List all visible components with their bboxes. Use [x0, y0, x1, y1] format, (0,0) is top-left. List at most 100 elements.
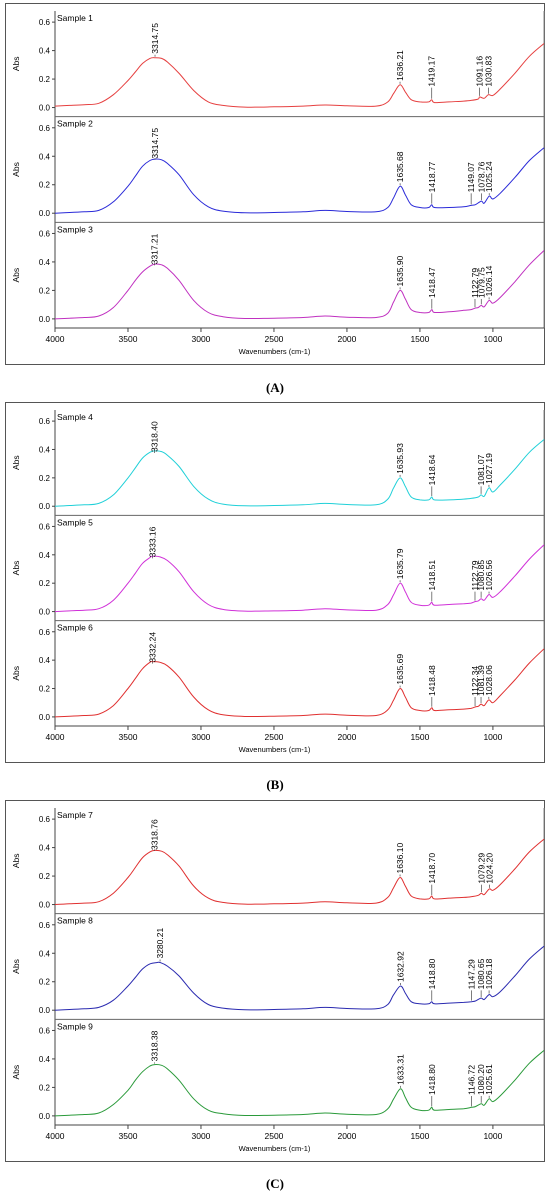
y-tick-label: 0.0: [39, 209, 51, 218]
sample-label: Sample 7: [57, 810, 93, 820]
panel-frame: [5, 800, 545, 1162]
peak-label: 1080.65: [476, 958, 486, 989]
peak-label: 1418.48: [427, 665, 437, 696]
peak-label: 1632.92: [396, 951, 406, 982]
peak-label: 1080.20: [476, 1064, 486, 1095]
y-tick-label: 0.2: [39, 286, 51, 295]
spectrum-1: Sample 4 Abs 0.0 0.2 0.4 0.6 3318.40 1635.93 141…: [11, 412, 545, 511]
x-tick-label: 3500: [119, 732, 138, 742]
peak-label: 3318.38: [149, 1030, 159, 1061]
sample-label: Sample 8: [57, 916, 93, 926]
spectrum-line: [54, 648, 545, 718]
peak-label: 1078.76: [476, 161, 486, 192]
peak-label: 1633.31: [395, 1054, 405, 1085]
sample-label: Sample 9: [57, 1021, 93, 1031]
x-tick-label: 3000: [192, 1131, 211, 1141]
x-tick-label: 3000: [192, 732, 211, 742]
y-tick-label: 0.2: [39, 474, 51, 483]
y-tick-label: 0.4: [39, 551, 51, 560]
spectrum-line: [54, 945, 545, 1011]
x-tick-label: 2500: [264, 732, 283, 742]
spectrum-3: Sample 6 Abs 0.0 0.2 0.4 0.6 3332.24 1635.69 141…: [11, 620, 545, 722]
panel-caption: (B): [266, 777, 283, 792]
peak-label: 1091.16: [475, 56, 485, 87]
peak-label: 1080.85: [476, 560, 486, 591]
y-tick-label: 0.0: [39, 502, 51, 511]
peak-label: 1081.39: [476, 665, 486, 696]
y-axis-label: Abs: [11, 561, 21, 576]
x-tick-label: 1000: [483, 334, 502, 344]
peak-label: 3318.40: [149, 421, 159, 452]
peak-label: 1146.72: [466, 1065, 476, 1095]
peak-label: 1418.70: [427, 853, 437, 884]
peak-label: 1028.06: [484, 665, 494, 696]
y-tick-label: 0.4: [39, 47, 51, 56]
chart-panel-2: Sample 4 Abs 0.0 0.2 0.4 0.6 3318.40 1635.93 141…: [5, 402, 545, 792]
spectrum-line: [54, 250, 545, 320]
y-tick-label: 0.6: [39, 815, 51, 824]
peak-label: 3317.21: [150, 233, 160, 264]
x-tick-label: 4000: [46, 334, 65, 344]
y-axis-label: Abs: [11, 854, 21, 869]
y-tick-label: 0.6: [39, 229, 51, 238]
peak-label: 1025.61: [484, 1064, 494, 1095]
y-axis-label: Abs: [11, 162, 21, 177]
y-tick-label: 0.4: [39, 152, 51, 161]
spectrum-line: [54, 147, 545, 214]
spectrum-line: [54, 544, 545, 613]
chart-panel-1: Sample 1 Abs 0.0 0.2 0.4 0.6 3314.75 1636.21 141…: [5, 3, 545, 395]
spectrum-line: [54, 838, 545, 905]
x-tick-label: 1500: [410, 334, 429, 344]
sample-label: Sample 1: [57, 13, 93, 23]
peak-label: 1636.21: [395, 50, 405, 81]
peak-label: 1418.47: [427, 267, 437, 298]
x-tick-label: 1500: [410, 1131, 429, 1141]
peak-label: 1079.75: [476, 267, 486, 298]
peak-label: 1147.29: [466, 959, 476, 989]
y-axis-label: Abs: [11, 1065, 21, 1080]
peak-label: 1418.64: [427, 454, 437, 485]
x-tick-label: 3500: [119, 1131, 138, 1141]
peak-label: 1418.80: [427, 958, 437, 989]
peak-label: 1149.07: [466, 162, 476, 192]
y-tick-label: 0.0: [39, 1006, 51, 1015]
sample-label: Sample 2: [57, 119, 93, 129]
y-tick-label: 0.4: [39, 949, 51, 958]
x-axis-label: Wavenumbers (cm-1): [239, 347, 311, 356]
x-tick-label: 1000: [483, 1131, 502, 1141]
peak-label: 1419.17: [427, 56, 437, 87]
sample-label: Sample 5: [57, 517, 93, 527]
spectrum-1: Sample 7 Abs 0.0 0.2 0.4 0.6 3318.76 1636.10 141…: [11, 810, 545, 910]
peak-label: 1418.80: [427, 1064, 437, 1095]
peak-label: 1122.79: [470, 560, 480, 590]
y-tick-label: 0.4: [39, 445, 51, 454]
peak-label: 1024.20: [484, 853, 494, 884]
peak-label: 3314.75: [150, 128, 160, 159]
y-tick-label: 0.0: [39, 901, 51, 910]
peak-label: 1030.83: [483, 56, 493, 87]
peak-label: 3280.21: [155, 928, 165, 959]
peak-label: 1635.69: [395, 654, 405, 685]
x-axis-label: Wavenumbers (cm-1): [239, 1144, 311, 1153]
x-tick-label: 3000: [192, 334, 211, 344]
x-tick-label: 1000: [483, 732, 502, 742]
y-tick-label: 0.6: [39, 628, 51, 637]
panel-frame: [5, 402, 545, 763]
y-tick-label: 0.6: [39, 417, 51, 426]
sample-label: Sample 4: [57, 412, 93, 422]
peak-label: 1026.18: [484, 958, 494, 989]
y-tick-label: 0.0: [39, 315, 51, 324]
spectrum-2: Sample 2 Abs 0.0 0.2 0.4 0.6 3314.75 1635.68 141…: [11, 116, 545, 218]
y-tick-label: 0.2: [39, 685, 51, 694]
y-tick-label: 0.4: [39, 1055, 51, 1064]
peak-label: 1027.19: [484, 453, 494, 484]
y-axis-label: Abs: [11, 455, 21, 470]
y-tick-label: 0.6: [39, 18, 51, 27]
peak-label: 1635.93: [395, 443, 405, 474]
spectrum-2: Sample 8 Abs 0.0 0.2 0.4 0.6 3280.21 1632.92 141…: [11, 913, 545, 1015]
spectrum-1: Sample 1 Abs 0.0 0.2 0.4 0.6 3314.75 1636.21 141…: [11, 13, 545, 113]
peak-label: 1418.51: [427, 560, 437, 591]
y-axis-label: Abs: [11, 57, 21, 72]
y-tick-label: 0.0: [39, 713, 51, 722]
y-tick-label: 0.0: [39, 608, 51, 617]
